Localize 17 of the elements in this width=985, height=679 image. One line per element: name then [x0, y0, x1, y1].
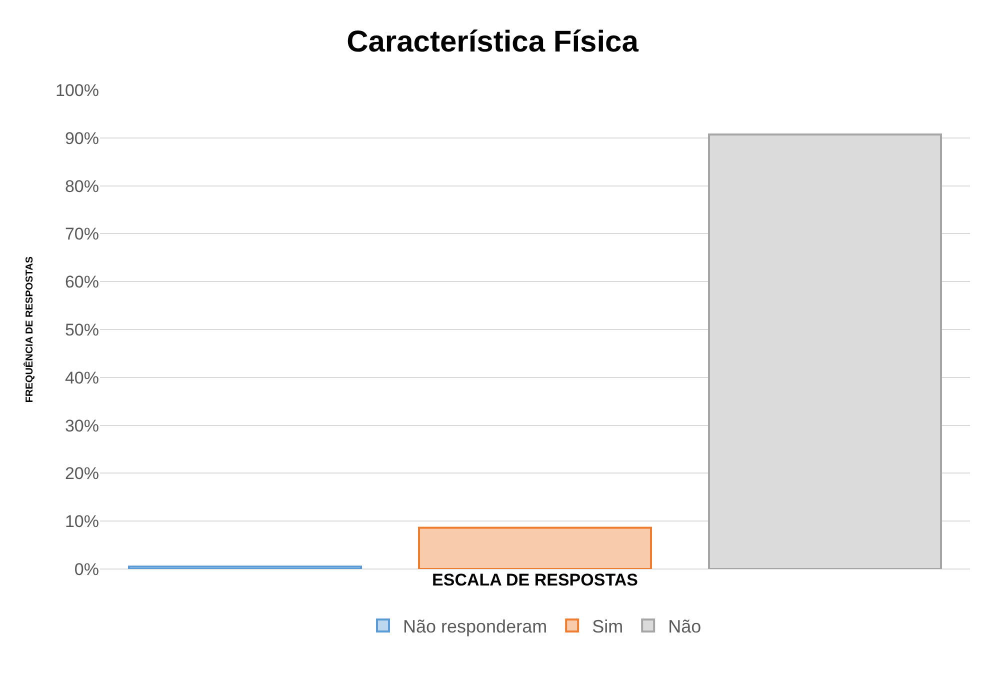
- x-axis-title: ESCALA DE RESPOSTAS: [432, 570, 638, 590]
- legend-label: Sim: [592, 616, 624, 637]
- y-tick-label: 0%: [74, 560, 99, 579]
- y-tick-label: 10%: [64, 512, 99, 532]
- legend-label: Não responderam: [403, 616, 548, 637]
- y-tick-label: 70%: [64, 224, 99, 244]
- y-tick-label: 80%: [64, 176, 99, 196]
- y-tick-label: 40%: [64, 368, 99, 388]
- y-tick-label: 90%: [64, 128, 99, 148]
- y-tick-label: 100%: [56, 80, 99, 100]
- y-tick-label: 50%: [64, 320, 99, 340]
- chart-title: Característica Física: [346, 26, 639, 59]
- y-tick-label: 20%: [64, 464, 99, 484]
- legend-label: Não: [668, 616, 702, 637]
- y-axis-title: FREQUÊNCIA DE RESPOSTAS: [24, 256, 36, 403]
- y-tick-label: 60%: [64, 272, 99, 292]
- y-tick-label: 30%: [64, 416, 99, 436]
